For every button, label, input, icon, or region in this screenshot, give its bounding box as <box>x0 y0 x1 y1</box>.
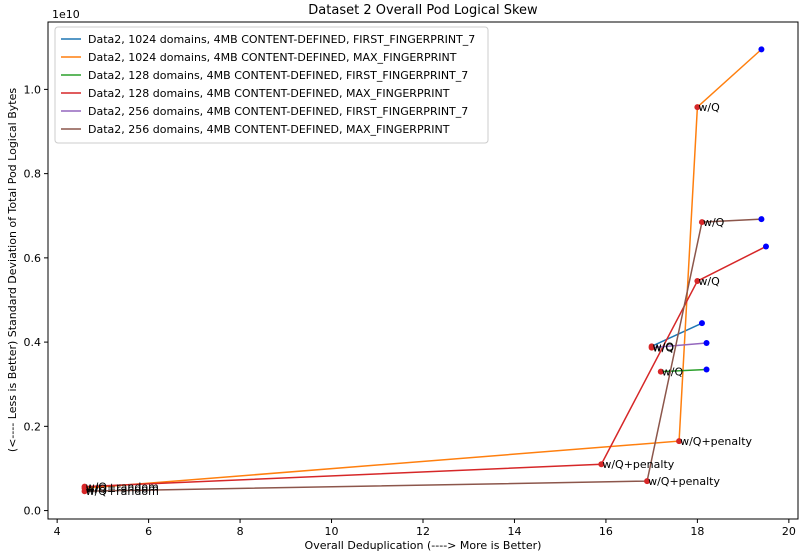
legend-label: Data2, 256 domains, 4MB CONTENT-DEFINED,… <box>88 105 468 118</box>
point-annotation: w/Q+random <box>86 485 159 498</box>
point-annotation: w/Q <box>653 342 675 355</box>
x-axis-label: Overall Deduplication (----> More is Bet… <box>305 539 542 552</box>
point-annotation: w/Q <box>698 275 720 288</box>
data-point <box>81 483 88 490</box>
data-point <box>758 216 765 223</box>
data-point <box>758 46 765 53</box>
x-tick-label: 18 <box>690 525 704 538</box>
series-line <box>651 322 703 347</box>
y-tick-label: 0.0 <box>24 505 42 518</box>
legend-box <box>54 26 489 144</box>
data-point <box>81 488 88 495</box>
legend-label: Data2, 1024 domains, 4MB CONTENT-DEFINED… <box>88 51 457 64</box>
chart-title: Dataset 2 Overall Pod Logical Skew <box>308 3 538 18</box>
data-point <box>676 438 683 445</box>
series-line <box>84 48 762 490</box>
point-annotation: w/Q <box>662 366 684 379</box>
series-line <box>651 342 707 349</box>
data-point <box>698 320 705 327</box>
x-tick-label: 6 <box>145 525 152 538</box>
point-annotation: w/Q+random <box>86 481 159 494</box>
y-axis-label: (<---- Less is Better) Standard Deviatio… <box>6 88 19 452</box>
y-tick-label: 0.6 <box>24 252 42 265</box>
data-point <box>644 478 651 485</box>
legend-label: Data2, 256 domains, 4MB CONTENT-DEFINED,… <box>88 123 450 136</box>
series-line <box>660 368 707 373</box>
legend: Data2, 1024 domains, 4MB CONTENT-DEFINED… <box>54 26 489 144</box>
data-point <box>703 366 710 373</box>
x-tick-label: 8 <box>237 525 244 538</box>
legend-label: Data2, 1024 domains, 4MB CONTENT-DEFINED… <box>88 33 475 46</box>
y-axis: 0.0 0.2 0.4 0.6 0.8 1.0 <box>24 83 48 518</box>
y-tick-label: 1.0 <box>24 83 42 96</box>
data-point <box>657 368 664 375</box>
x-axis: 4 6 8 10 12 14 16 18 20 <box>54 519 796 538</box>
point-annotation: w/Q <box>703 216 725 229</box>
point-annotation: w/Q+penalty <box>602 458 674 471</box>
y-tick-label: 0.4 <box>24 336 42 349</box>
y-tick-label: 0.8 <box>24 168 42 181</box>
point-annotation: w/Q+penalty <box>680 435 752 448</box>
x-tick-label: 4 <box>54 525 61 538</box>
series-line <box>84 218 762 492</box>
series-layer: w/Q w/Q w/Q+penalty w/Q+random w/Q w/Q w/Q+pen… <box>81 46 769 498</box>
legend-label: Data2, 128 domains, 4MB CONTENT-DEFINED,… <box>88 69 468 82</box>
x-tick-label: 14 <box>507 525 521 538</box>
data-point <box>703 339 710 346</box>
data-point <box>694 104 701 111</box>
data-point <box>648 344 655 351</box>
data-point <box>598 461 605 468</box>
point-annotation: w/Q+random <box>86 482 159 495</box>
x-tick-label: 10 <box>325 525 339 538</box>
point-annotation: w/Q <box>653 340 675 353</box>
x-tick-label: 16 <box>599 525 613 538</box>
series-line <box>84 245 767 488</box>
data-point <box>698 219 705 226</box>
point-annotation: w/Q+penalty <box>648 475 720 488</box>
legend-label: Data2, 128 domains, 4MB CONTENT-DEFINED,… <box>88 87 450 100</box>
y-offset-text: 1e10 <box>52 8 80 21</box>
data-point <box>762 243 769 250</box>
y-tick-label: 0.2 <box>24 420 42 433</box>
x-tick-label: 20 <box>782 525 796 538</box>
data-point <box>694 278 701 285</box>
point-annotation: w/Q <box>698 101 720 114</box>
x-tick-label: 12 <box>416 525 430 538</box>
